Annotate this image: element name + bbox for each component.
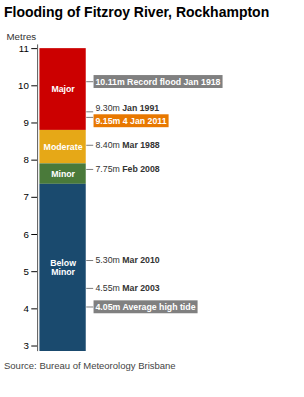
svg-text:BelowMinor: BelowMinor xyxy=(50,258,76,277)
svg-text:5: 5 xyxy=(23,266,28,277)
svg-text:Metres: Metres xyxy=(6,31,36,42)
svg-text:9.30m Jan 1991: 9.30m Jan 1991 xyxy=(95,103,159,113)
svg-text:8: 8 xyxy=(23,154,28,165)
html-text:Flooding of Fitzroy River, Roc: Flooding of Fitzroy River, Rockhampton xyxy=(4,4,270,20)
svg-text:3: 3 xyxy=(23,340,28,351)
svg-text:7: 7 xyxy=(23,191,28,202)
svg-text:4.55m Mar 2003: 4.55m Mar 2003 xyxy=(95,283,159,293)
html-text:Source: Bureau of Meteorology: Source: Bureau of Meteorology Brisbane xyxy=(4,359,176,371)
svg-text:9.15m 4 Jan 2011: 9.15m 4 Jan 2011 xyxy=(95,116,166,126)
svg-text:4.05m Average high tide: 4.05m Average high tide xyxy=(95,302,195,312)
svg-text:Minor: Minor xyxy=(51,169,75,179)
svg-text:11: 11 xyxy=(19,43,29,54)
svg-text:6: 6 xyxy=(23,229,28,240)
svg-text:4: 4 xyxy=(23,303,29,314)
svg-text:Moderate: Moderate xyxy=(44,142,83,152)
svg-text:8.40m Mar 1988: 8.40m Mar 1988 xyxy=(95,140,159,150)
svg-text:5.30m Mar 2010: 5.30m Mar 2010 xyxy=(95,255,159,265)
svg-text:7.75m Feb 2008: 7.75m Feb 2008 xyxy=(95,164,159,174)
svg-text:Major: Major xyxy=(51,84,75,94)
svg-text:10: 10 xyxy=(18,80,29,91)
svg-text:9: 9 xyxy=(23,117,28,128)
svg-text:10.11m Record flood Jan 1918: 10.11m Record flood Jan 1918 xyxy=(95,77,220,87)
